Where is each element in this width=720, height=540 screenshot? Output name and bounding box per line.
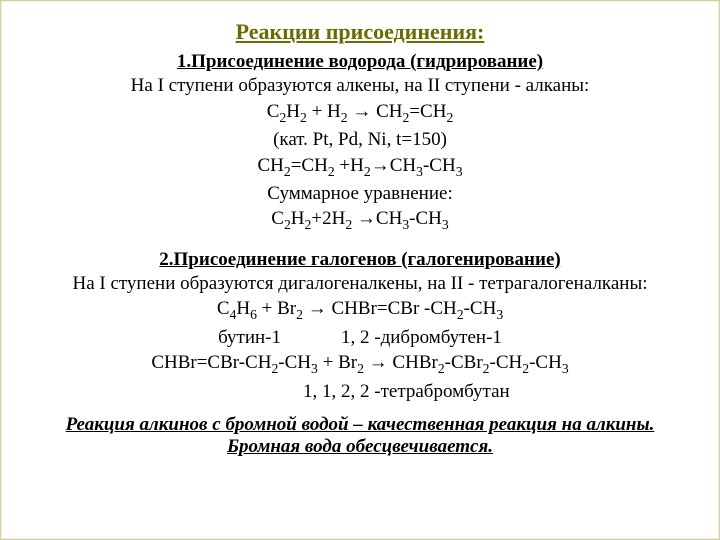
s2-name2: 1, 1, 2, 2 -тетрабромбутан: [23, 379, 697, 405]
s1-eq-sum: С2H2+2H2 →СН3-СН3: [23, 206, 697, 234]
s1-cond: (кат. Pt, Pd, Ni, t=150): [23, 127, 697, 153]
s2-line1: На I ступени образуются дигалогеналкены,…: [23, 271, 697, 297]
slide-container: Реакции присоединения: 1.Присоединение в…: [0, 0, 720, 540]
s2-name-left: бутин-1: [218, 325, 281, 351]
note-line2: Бромная вода обесцвечивается.: [23, 436, 697, 458]
s2-names1: бутин-1 1, 2 -дибромбутен-1: [23, 325, 697, 351]
s2-eq1: С4H6 + Br2 → CHBr=CBr -CH2-CH3: [23, 296, 697, 324]
s1-eq2: CH2=CH2 +H2→CH3-CH3: [23, 153, 697, 181]
s1-sum-label: Суммарное уравнение:: [23, 181, 697, 207]
section2-body: На I ступени образуются дигалогеналкены,…: [23, 271, 697, 404]
section1-heading: 1.Присоединение водорода (гидрирование): [23, 51, 697, 73]
s1-line1: На I ступени образуются алкены, на II ст…: [23, 73, 697, 99]
s1-eq1: С2H2 + H2 → CH2=CH2: [23, 99, 697, 127]
main-title: Реакции присоединения:: [23, 19, 697, 45]
section1-body: На I ступени образуются алкены, на II ст…: [23, 73, 697, 235]
s2-name-right: 1, 2 -дибромбутен-1: [341, 325, 502, 351]
note-line1: Реакция алкинов с бромной водой – качест…: [23, 414, 697, 436]
section2-heading: 2.Присоединение галогенов (галогенирован…: [23, 249, 697, 271]
s2-eq2: CHBr=CBr-CH2-CH3 + Br2 → CHBr2-CBr2-CH2-…: [23, 350, 697, 378]
